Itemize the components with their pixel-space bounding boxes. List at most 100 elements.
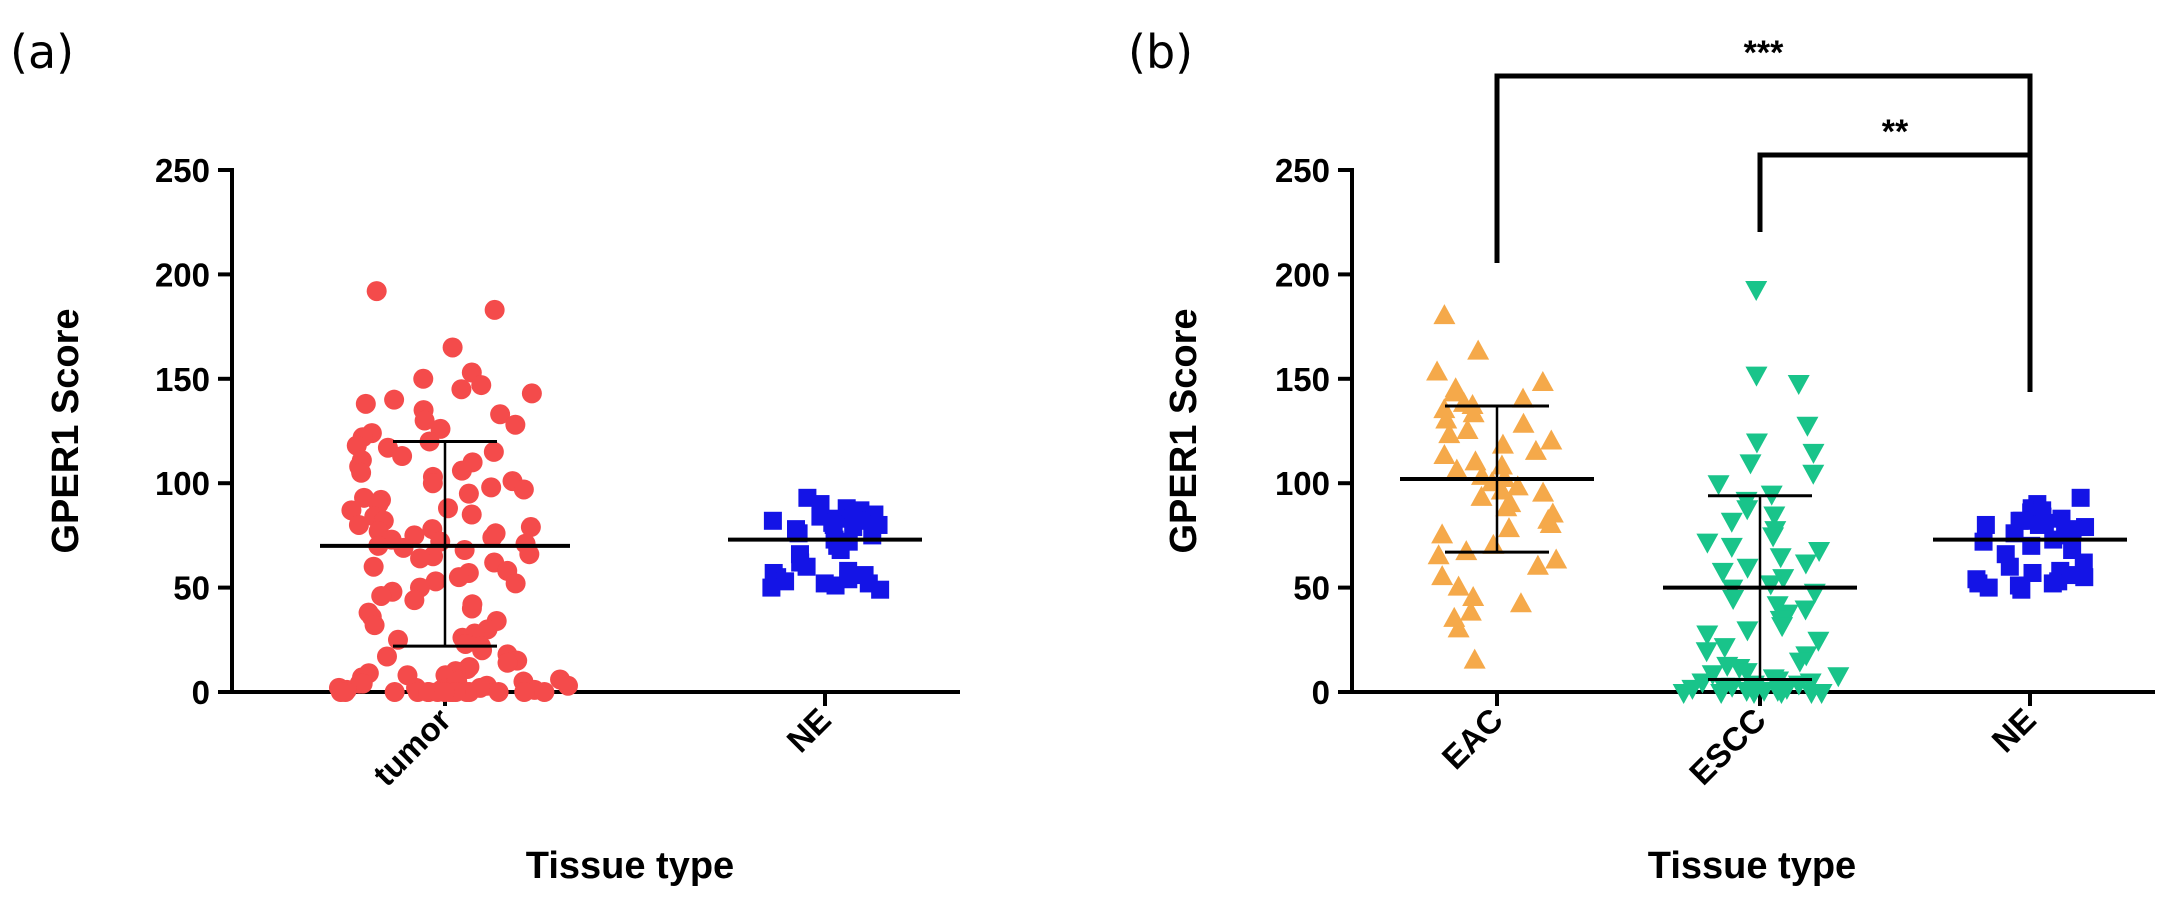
data-point [1482, 533, 1505, 554]
data-point [1540, 429, 1563, 450]
data-point [434, 682, 455, 702]
data-point [355, 393, 376, 414]
data-point [1526, 554, 1549, 575]
data-point [484, 299, 505, 320]
y-tick-label: 250 [1275, 152, 1330, 189]
data-point [1459, 600, 1482, 621]
data-point [1427, 544, 1450, 565]
data-point [348, 514, 369, 535]
data-point [1711, 562, 1734, 583]
data-point [1696, 533, 1719, 554]
data-point [2071, 488, 2090, 507]
data-point [1720, 512, 1743, 533]
data-point [1464, 450, 1487, 471]
data-point [844, 518, 863, 537]
series-ne [1933, 488, 2127, 599]
x-tick-label-tumor: tumor [366, 701, 458, 793]
y-tick-label: 0 [1312, 674, 1330, 711]
data-point [1696, 625, 1719, 646]
data-point [826, 576, 845, 595]
y-tick-label: 200 [155, 256, 210, 293]
data-point [1426, 360, 1449, 381]
data-point [1467, 339, 1490, 360]
data-point [1431, 523, 1454, 544]
data-point [1445, 460, 1468, 481]
data-point [1433, 398, 1456, 419]
series-ne [728, 488, 922, 599]
significance-bracket [1757, 152, 2033, 392]
data-point [1735, 663, 1758, 684]
data-point [1524, 439, 1547, 460]
data-point [1707, 475, 1730, 496]
data-point [1713, 638, 1736, 659]
x-tick-label-escc: ESCC [1682, 701, 1773, 792]
data-point [448, 567, 469, 588]
data-point [1763, 506, 1786, 527]
data-point [1695, 642, 1718, 663]
data-point [376, 646, 397, 667]
data-point [366, 281, 387, 302]
data-point [1506, 475, 1529, 496]
data-point [863, 526, 882, 545]
data-point [1491, 433, 1514, 454]
data-point [1431, 565, 1454, 586]
data-point [1787, 374, 1810, 395]
data-point [534, 682, 555, 702]
data-point [413, 368, 434, 389]
data-point [513, 479, 534, 500]
y-axis-title: GPER1 Score [45, 309, 87, 554]
data-point [1433, 304, 1456, 325]
data-point [455, 633, 476, 654]
data-point [1770, 684, 1793, 704]
y-tick-label: 250 [155, 152, 210, 189]
data-point [1455, 540, 1478, 561]
data-point [505, 414, 526, 435]
data-point [2023, 563, 2042, 582]
data-point [1722, 590, 1745, 611]
y-tick-label: 0 [192, 674, 210, 711]
data-point [1462, 402, 1485, 423]
data-point [404, 590, 425, 611]
data-point [2000, 557, 2019, 576]
data-point [461, 598, 482, 619]
data-point [392, 446, 413, 467]
panel-label: (a) [10, 25, 74, 79]
y-tick-label: 200 [1275, 256, 1330, 293]
data-point [1802, 464, 1825, 485]
data-point [1745, 433, 1768, 454]
significance-label: ** [1882, 113, 1909, 151]
data-point [352, 673, 373, 694]
data-point [1495, 496, 1518, 517]
data-point [1512, 412, 1535, 433]
data-point [393, 537, 414, 558]
data-point [1979, 578, 1998, 597]
data-point [1736, 558, 1759, 579]
data-point [471, 375, 492, 396]
data-point [1490, 454, 1513, 475]
data-point [1976, 515, 1995, 534]
data-point [384, 389, 405, 410]
data-point [1701, 665, 1724, 686]
data-point [422, 473, 443, 494]
data-point [1796, 416, 1819, 437]
data-point [1808, 542, 1831, 563]
data-point [1807, 631, 1830, 652]
data-point [520, 517, 541, 538]
series-tumor [320, 281, 578, 702]
data-point [364, 615, 385, 636]
data-point [2012, 580, 2031, 599]
series-eac [1400, 304, 1594, 669]
data-point [2075, 568, 2094, 587]
data-point [437, 498, 458, 519]
data-point [1497, 517, 1520, 538]
y-tick-label: 100 [1275, 465, 1330, 502]
data-point [363, 556, 384, 577]
data-point [1794, 600, 1817, 621]
data-point [2029, 515, 2048, 534]
data-point [1762, 527, 1785, 548]
data-point [1827, 667, 1850, 688]
data-point [414, 410, 435, 431]
y-tick-label: 150 [1275, 361, 1330, 398]
data-point [1447, 617, 1470, 638]
